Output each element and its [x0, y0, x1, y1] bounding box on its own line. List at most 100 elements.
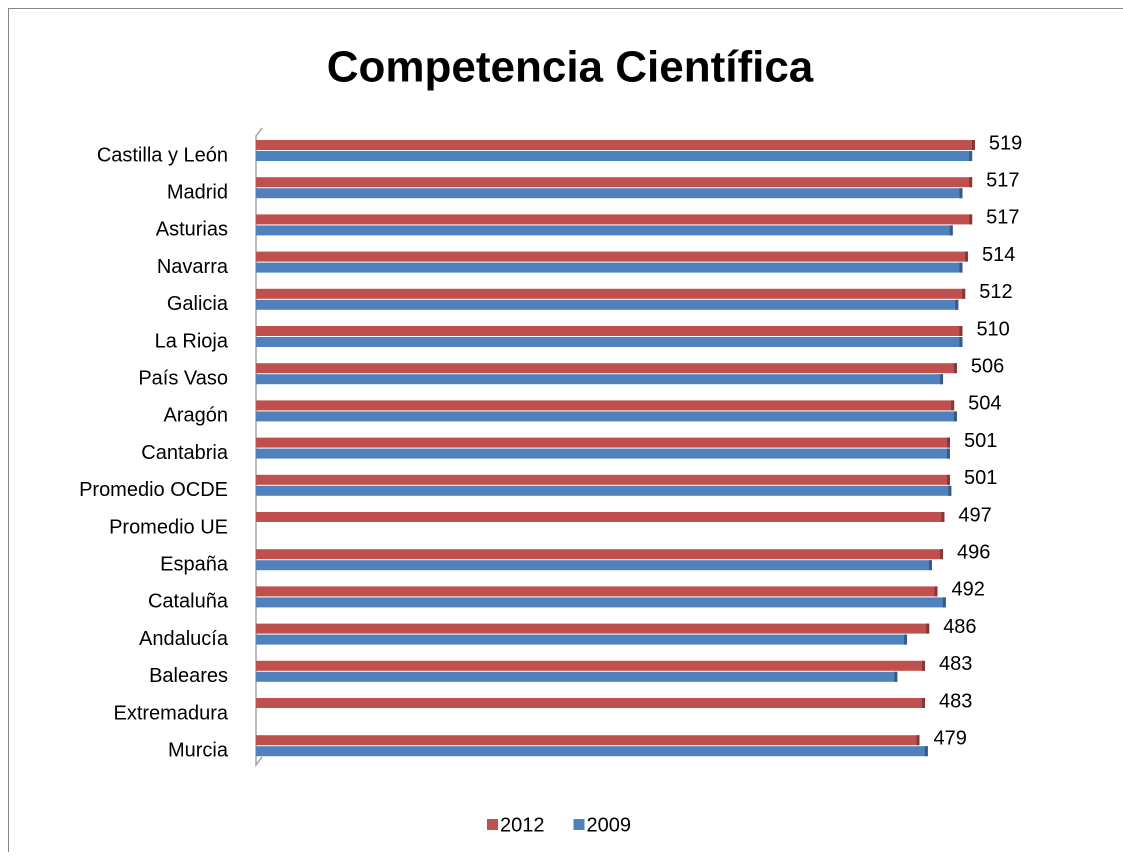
data-label: 517	[986, 169, 1019, 191]
y-tick-label: Navarra	[157, 256, 229, 278]
data-label: 517	[986, 207, 1019, 229]
bar	[256, 326, 962, 336]
bar	[256, 698, 925, 708]
bar	[256, 624, 929, 634]
data-label: 506	[971, 355, 1004, 377]
bar-edge	[965, 252, 968, 262]
bar-edge	[922, 698, 925, 708]
data-label: 501	[964, 430, 997, 452]
bar-edge	[962, 289, 965, 299]
legend-swatch	[574, 819, 585, 830]
bar-edge	[959, 337, 962, 347]
y-tick-label: Aragón	[164, 405, 229, 427]
y-tick-label: Murcia	[168, 739, 229, 761]
data-label: 479	[934, 727, 967, 749]
bar	[256, 337, 962, 347]
legend-label: 2012	[500, 814, 545, 836]
y-tick-label: País Vaso	[138, 367, 228, 389]
bar-edge	[959, 188, 962, 198]
bar-edge	[969, 151, 972, 161]
y-tick-label: Promedio UE	[109, 516, 228, 538]
bar	[256, 586, 938, 596]
y-tick-label: Asturias	[156, 219, 228, 241]
data-label: 519	[989, 132, 1022, 154]
bar	[256, 188, 962, 198]
bar	[256, 560, 932, 570]
bar	[256, 661, 925, 671]
bar-edge	[940, 549, 943, 559]
bar	[256, 300, 958, 310]
bar-edge	[959, 326, 962, 336]
bar-edge	[972, 140, 975, 150]
bar-edge	[969, 214, 972, 224]
bar-edge	[951, 400, 954, 410]
chart-title: Competencia Científica	[327, 43, 814, 92]
bar-edge	[969, 177, 972, 187]
bar	[256, 289, 965, 299]
legend-label: 2009	[587, 814, 632, 836]
bar	[256, 449, 950, 459]
bar	[256, 140, 975, 150]
bar	[256, 438, 950, 448]
bar	[256, 400, 954, 410]
bar-edge	[950, 225, 953, 235]
bar	[256, 512, 944, 522]
bar	[256, 263, 962, 273]
bar	[256, 214, 972, 224]
data-label: 483	[939, 653, 972, 675]
data-label: 486	[943, 616, 976, 638]
bar	[256, 475, 950, 485]
bar-edge	[917, 735, 920, 745]
bar-edge	[929, 560, 932, 570]
y-tick-label: Castilla y León	[97, 144, 228, 166]
y-tick-label: Cataluña	[148, 591, 229, 613]
bar	[256, 735, 920, 745]
y-tick-label: Baleares	[149, 665, 228, 687]
bar	[256, 549, 943, 559]
y-tick-label: Andalucía	[139, 628, 229, 650]
legend-swatch	[487, 819, 498, 830]
bar-edge	[904, 635, 907, 645]
y-tick-label: Promedio OCDE	[79, 479, 228, 501]
bar-edge	[925, 746, 928, 756]
bar-edge	[922, 661, 925, 671]
bar	[256, 746, 928, 756]
bar-edge	[947, 438, 950, 448]
bar	[256, 597, 946, 607]
bar-edge	[935, 586, 938, 596]
data-label: 497	[958, 504, 991, 526]
data-label: 496	[957, 541, 990, 563]
bar-edge	[954, 363, 957, 373]
y-tick-label: España	[160, 553, 229, 575]
bar-edge	[941, 512, 944, 522]
data-label: 492	[952, 579, 985, 601]
chart-frame	[9, 9, 1123, 853]
bar	[256, 252, 968, 262]
bar-edge	[948, 486, 951, 496]
y-tick-label: Madrid	[167, 181, 228, 203]
bar-edge	[947, 475, 950, 485]
bar-edge	[954, 411, 957, 421]
bar-edge	[959, 263, 962, 273]
data-label: 501	[964, 467, 997, 489]
data-label: 510	[976, 318, 1009, 340]
bar	[256, 486, 951, 496]
bar	[256, 672, 897, 682]
bar	[256, 151, 972, 161]
bar	[256, 411, 957, 421]
bar	[256, 225, 953, 235]
y-tick-label: Cantabria	[141, 442, 229, 464]
bar-edge	[940, 374, 943, 384]
bar-edge	[943, 597, 946, 607]
bar	[256, 374, 943, 384]
bar-edge	[955, 300, 958, 310]
data-label: 512	[979, 281, 1012, 303]
data-label: 514	[982, 244, 1015, 266]
y-tick-label: La Rioja	[155, 330, 229, 352]
y-tick-label: Galicia	[167, 293, 229, 315]
bar-edge	[894, 672, 897, 682]
bar-edge	[926, 624, 929, 634]
data-label: 483	[939, 690, 972, 712]
bar	[256, 635, 907, 645]
bar-edge	[947, 449, 950, 459]
